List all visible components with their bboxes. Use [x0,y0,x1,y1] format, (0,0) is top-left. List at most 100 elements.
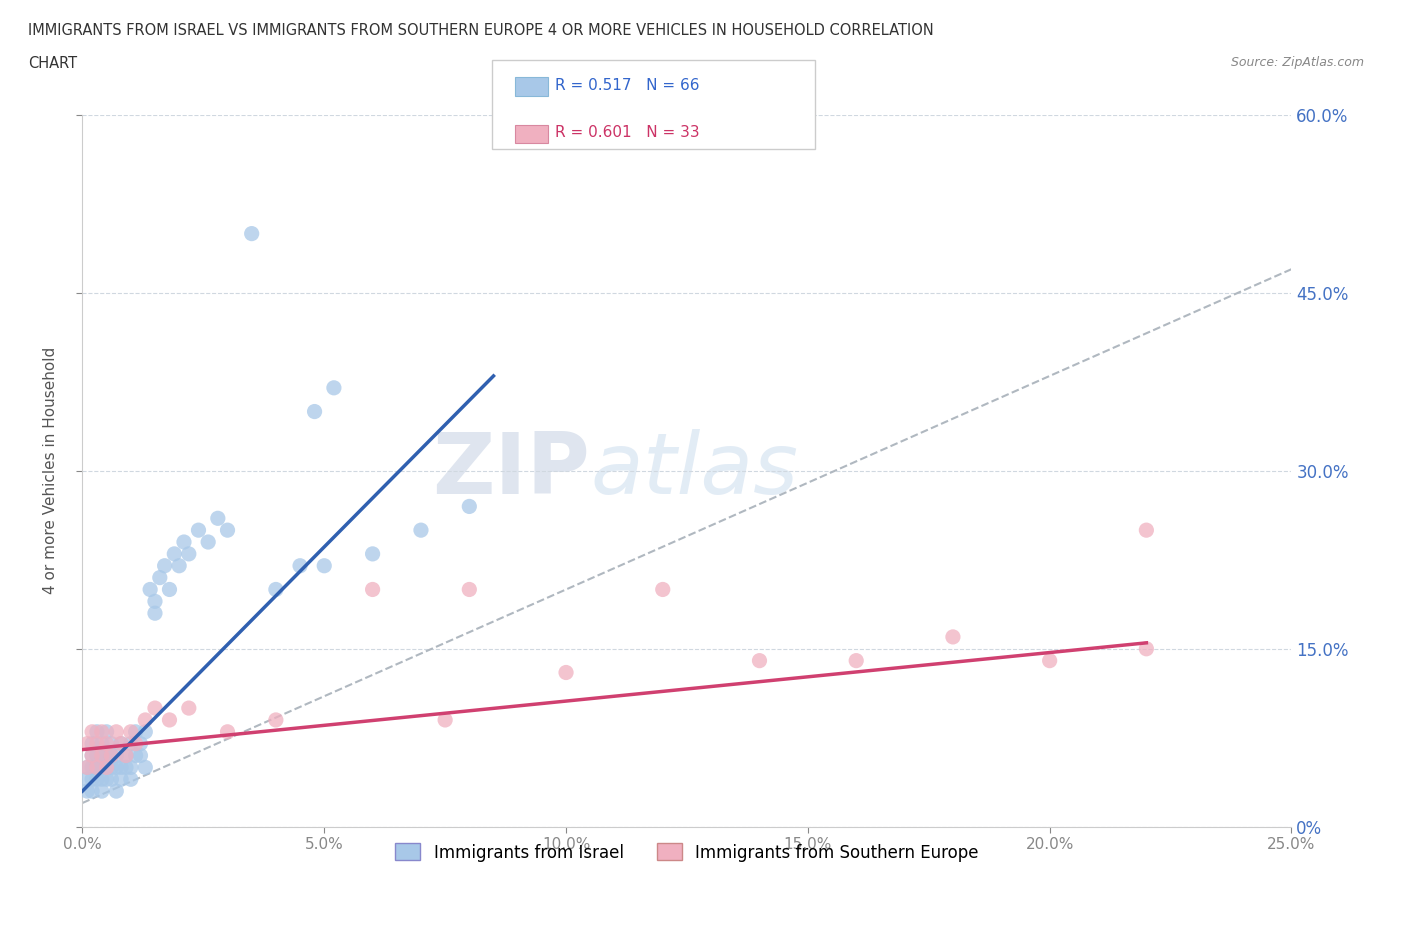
Point [217,724,239,739]
Point [845,653,868,668]
Point [105,748,128,763]
Point [90,760,112,775]
Text: ZIP: ZIP [433,430,591,512]
Point [264,712,287,727]
Point [240,226,263,241]
Point [143,605,166,620]
Point [115,748,138,763]
Point [96,772,118,787]
Text: IMMIGRANTS FROM ISRAEL VS IMMIGRANTS FROM SOUTHERN EUROPE 4 OR MORE VEHICLES IN : IMMIGRANTS FROM ISRAEL VS IMMIGRANTS FRO… [28,23,934,38]
Point [197,535,219,550]
Point [100,748,122,763]
Point [434,712,457,727]
Point [115,760,138,775]
Point [143,700,166,715]
Point [96,748,118,763]
Point [177,547,200,562]
Point [149,570,172,585]
Point [1135,642,1157,657]
Point [187,523,209,538]
Point [361,582,384,597]
Text: atlas: atlas [591,430,799,512]
Point [86,760,108,775]
Point [110,760,132,775]
Point [105,784,128,799]
Point [110,772,132,787]
Point [90,784,112,799]
Point [322,380,344,395]
Point [100,748,122,763]
Point [96,724,118,739]
Text: R = 0.601   N = 33: R = 0.601 N = 33 [555,126,700,140]
Point [96,760,118,775]
Point [105,724,128,739]
Point [177,700,200,715]
Point [1039,653,1062,668]
Point [153,558,176,573]
Legend: Immigrants from Israel, Immigrants from Southern Europe: Immigrants from Israel, Immigrants from … [388,837,986,869]
Point [90,748,112,763]
Point [76,760,98,775]
Point [86,748,108,763]
Point [264,582,287,597]
Point [124,724,146,739]
Point [86,737,108,751]
Point [82,748,104,763]
Point [100,760,122,775]
Point [90,737,112,751]
Point [134,760,156,775]
Point [86,724,108,739]
Point [124,748,146,763]
Point [86,760,108,775]
Point [748,653,770,668]
Point [76,784,98,799]
Point [159,582,181,597]
Point [134,712,156,727]
Point [217,523,239,538]
Point [458,499,481,514]
Point [124,737,146,751]
Text: R = 0.517   N = 66: R = 0.517 N = 66 [555,78,700,93]
Point [288,558,311,573]
Point [90,724,112,739]
Point [173,535,195,550]
Point [134,724,156,739]
Point [409,523,432,538]
Point [304,405,326,419]
Point [90,772,112,787]
Point [120,772,142,787]
Text: CHART: CHART [28,56,77,71]
Point [110,737,132,751]
Point [110,737,132,751]
Point [82,737,104,751]
Point [82,724,104,739]
Point [159,712,181,727]
Point [1135,523,1157,538]
Point [129,737,152,751]
Point [76,737,98,751]
Point [143,594,166,609]
Point [105,760,128,775]
Point [100,737,122,751]
Point [86,772,108,787]
Point [90,748,112,763]
Point [942,630,965,644]
Point [651,582,673,597]
Point [129,748,152,763]
Point [361,547,384,562]
Point [115,748,138,763]
Y-axis label: 4 or more Vehicles in Household: 4 or more Vehicles in Household [44,347,58,594]
Point [82,760,104,775]
Point [76,772,98,787]
Point [314,558,336,573]
Point [555,665,578,680]
Point [82,772,104,787]
Point [76,760,98,775]
Point [163,547,186,562]
Point [100,772,122,787]
Point [458,582,481,597]
Point [207,511,229,525]
Point [82,784,104,799]
Point [96,760,118,775]
Point [120,737,142,751]
